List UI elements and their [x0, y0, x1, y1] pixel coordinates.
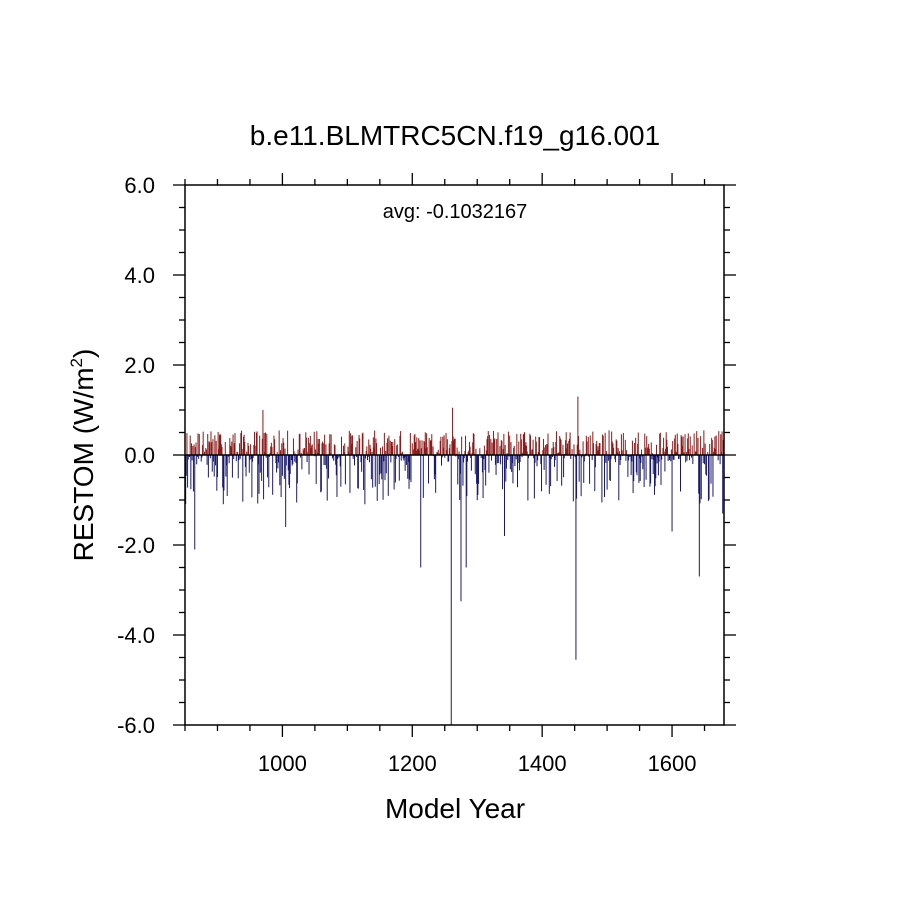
x-tick-label: 1600	[648, 751, 697, 776]
x-tick-label: 1000	[258, 751, 307, 776]
y-tick-label: 4.0	[124, 263, 155, 288]
y-tick-label: -6.0	[117, 713, 155, 738]
y-tick-label: -4.0	[117, 623, 155, 648]
y-tick-label: 0.0	[124, 443, 155, 468]
y-tick-label: 6.0	[124, 173, 155, 198]
x-tick-label: 1200	[388, 751, 437, 776]
axis-tick-labels: -6.0 -4.0 -2.0 0.0 2.0 4.0 6.0 1000 1200 1400 1600	[117, 173, 696, 776]
x-tick-label: 1400	[518, 751, 567, 776]
y-axis-label-main: RESTOM (W/m	[68, 367, 99, 561]
y-axis-label-superscript: 2	[67, 358, 86, 367]
y-axis-label: RESTOM (W/m2)	[67, 349, 99, 562]
chart-title: b.e11.BLMTRC5CN.f19_g16.001	[250, 120, 660, 151]
y-tick-label: 2.0	[124, 353, 155, 378]
y-tick-label: -2.0	[117, 533, 155, 558]
y-axis-label-close: )	[68, 349, 99, 358]
bar-series	[184, 396, 725, 725]
x-axis-label: Model Year	[385, 793, 525, 824]
avg-annotation: avg: -0.1032167	[383, 201, 528, 223]
axis-ticks	[173, 173, 736, 737]
